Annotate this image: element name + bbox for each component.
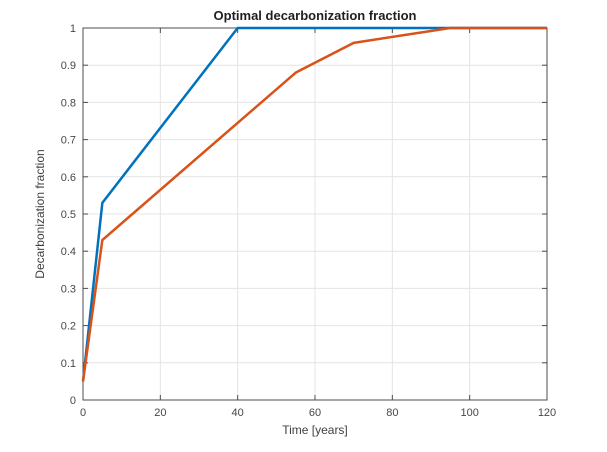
y-tick-label: 0.1 — [61, 358, 76, 370]
y-tick-label: 0.8 — [61, 97, 76, 109]
y-tick-label: 0.6 — [61, 172, 76, 184]
x-tick-label: 100 — [460, 407, 478, 419]
y-tick-label: 1 — [70, 23, 76, 35]
y-tick-label: 0.5 — [61, 209, 76, 221]
x-tick-label: 60 — [309, 407, 321, 419]
y-tick-label: 0.4 — [61, 246, 76, 258]
y-tick-label: 0.2 — [61, 321, 76, 333]
chart-title: Optimal decarbonization fraction — [213, 8, 417, 23]
y-tick-label: 0.7 — [61, 135, 76, 147]
y-tick-label: 0 — [70, 395, 76, 407]
y-axis-label: Decarbonization fraction — [33, 149, 47, 279]
x-tick-label: 20 — [154, 407, 166, 419]
x-tick-label: 80 — [386, 407, 398, 419]
series-line-orange — [81, 26, 547, 382]
series-line-blue — [81, 26, 547, 382]
x-tick-label: 120 — [538, 407, 556, 419]
y-tick-label: 0.9 — [61, 60, 76, 72]
y-tick-label: 0.3 — [61, 283, 76, 295]
x-tick-label: 40 — [232, 407, 244, 419]
x-axis-label: Time [years] — [282, 423, 348, 437]
x-tick-label: 0 — [80, 407, 86, 419]
